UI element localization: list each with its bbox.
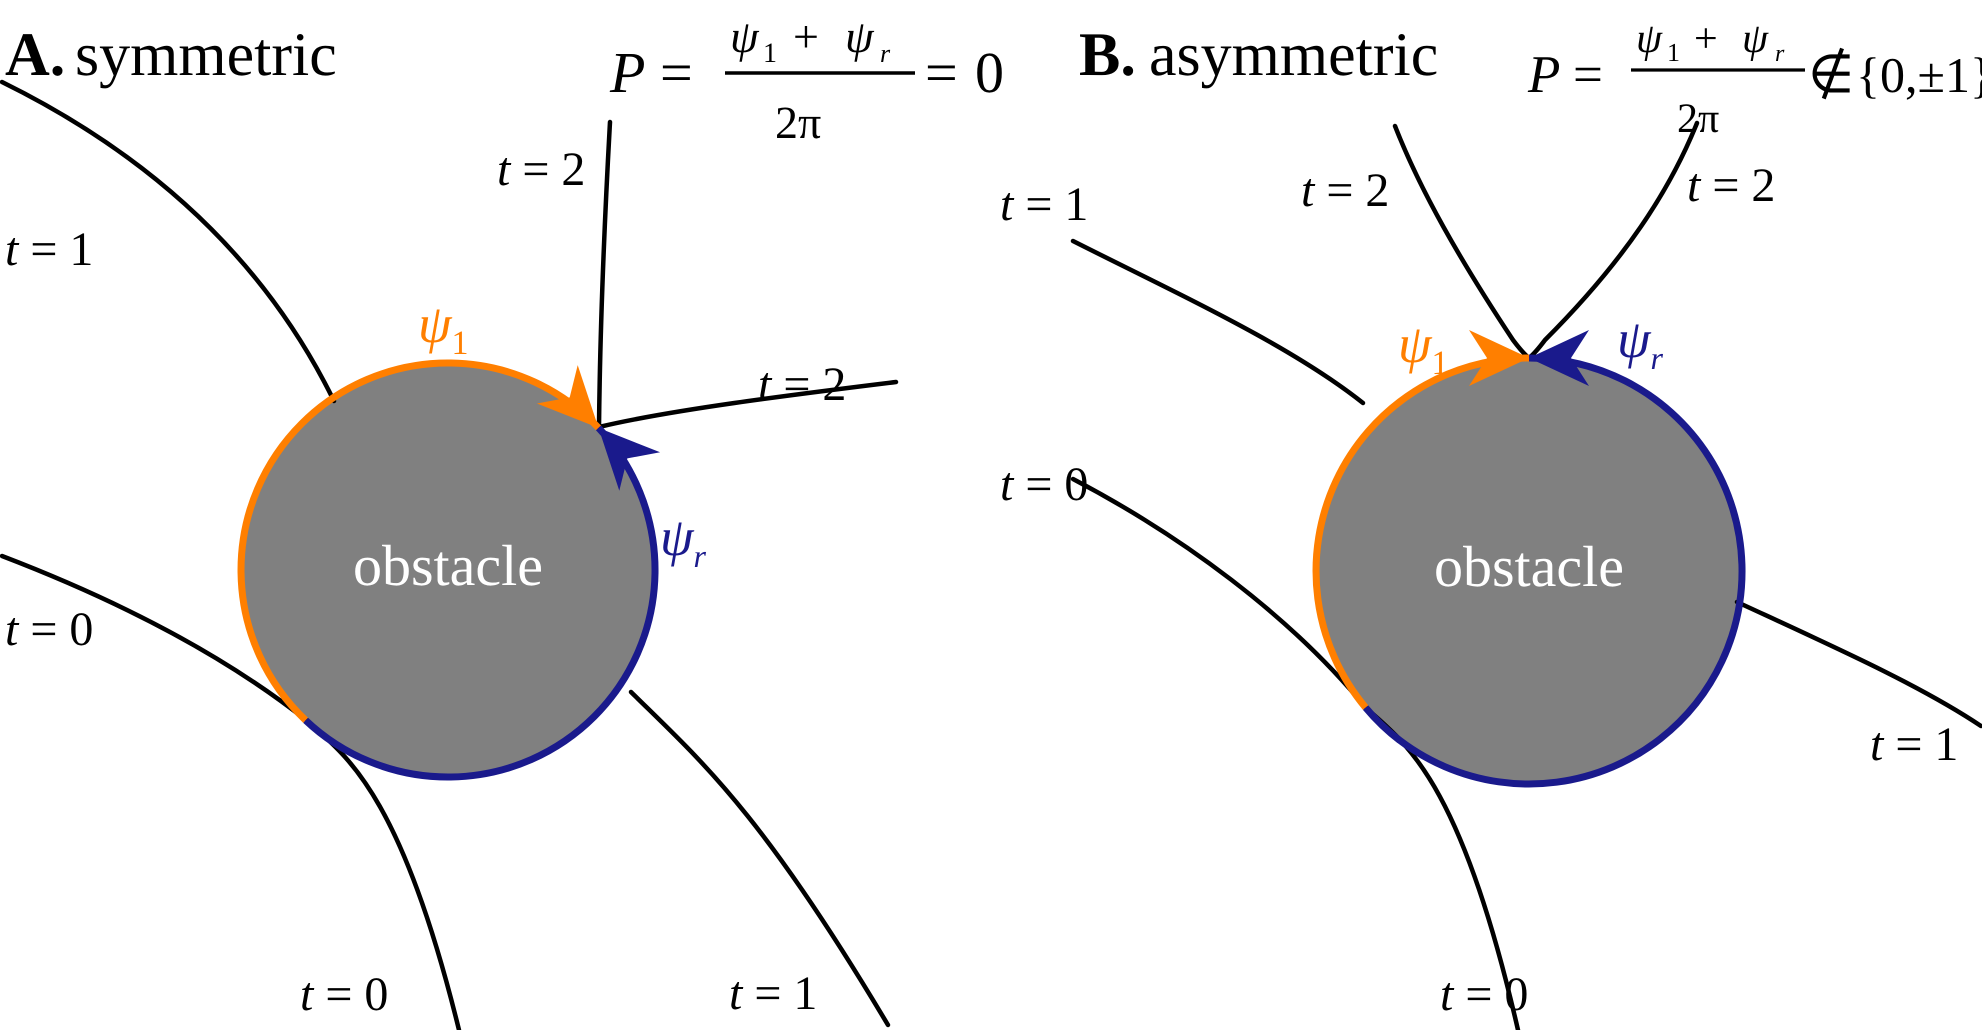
svg-text:0: 0 bbox=[975, 40, 1004, 105]
svg-text:ψ: ψ bbox=[730, 11, 760, 62]
svg-text:t = 0: t = 0 bbox=[300, 968, 388, 1021]
svg-text:=: = bbox=[925, 40, 958, 105]
svg-text:t = 0: t = 0 bbox=[1440, 968, 1528, 1021]
svg-text:2π: 2π bbox=[1677, 96, 1719, 142]
svg-text:ψ: ψ bbox=[845, 11, 875, 62]
svg-text:P: P bbox=[1527, 46, 1560, 104]
svg-text:t = 1: t = 1 bbox=[1000, 178, 1088, 231]
svg-text:t = 0: t = 0 bbox=[1000, 458, 1088, 511]
svg-text:=: = bbox=[1573, 46, 1603, 104]
svg-text:r: r bbox=[880, 39, 891, 68]
svg-text:2π: 2π bbox=[775, 97, 821, 148]
svg-text:1: 1 bbox=[763, 38, 777, 69]
svg-text:t = 1: t = 1 bbox=[1870, 718, 1958, 771]
svg-text:∉: ∉ bbox=[1808, 46, 1854, 104]
svg-text:+: + bbox=[793, 11, 819, 62]
svg-text:1: 1 bbox=[1667, 38, 1680, 67]
svg-text:P: P bbox=[609, 40, 645, 105]
svg-text:=: = bbox=[660, 40, 693, 105]
svg-text:ψ: ψ bbox=[1636, 16, 1663, 62]
svg-text:t = 2: t = 2 bbox=[497, 143, 585, 196]
svg-text:A.: A. bbox=[5, 21, 65, 89]
svg-text:obstacle: obstacle bbox=[353, 533, 543, 598]
svg-text:+: + bbox=[1694, 16, 1718, 62]
svg-text:t = 0: t = 0 bbox=[5, 603, 93, 656]
svg-text:t = 1: t = 1 bbox=[729, 967, 817, 1020]
svg-text:obstacle: obstacle bbox=[1434, 534, 1624, 599]
svg-text:ψ: ψ bbox=[1742, 16, 1769, 62]
svg-text:t = 1: t = 1 bbox=[5, 223, 93, 276]
svg-text:t = 2: t = 2 bbox=[1687, 159, 1775, 212]
svg-text:B.: B. bbox=[1079, 21, 1136, 89]
svg-text:asymmetric: asymmetric bbox=[1149, 21, 1438, 89]
svg-text:r: r bbox=[1775, 41, 1785, 67]
svg-text:{0,±1}: {0,±1} bbox=[1856, 47, 1982, 103]
svg-text:t = 2: t = 2 bbox=[1301, 164, 1389, 217]
svg-text:symmetric: symmetric bbox=[75, 21, 337, 89]
svg-text:t = 2: t = 2 bbox=[758, 358, 846, 411]
